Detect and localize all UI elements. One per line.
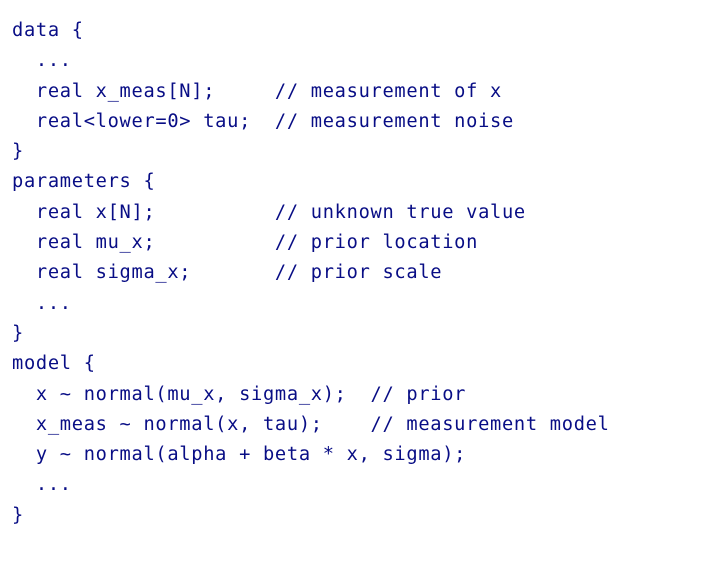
code-block: data { ... real x_meas[N]; // measuremen… xyxy=(12,16,710,531)
